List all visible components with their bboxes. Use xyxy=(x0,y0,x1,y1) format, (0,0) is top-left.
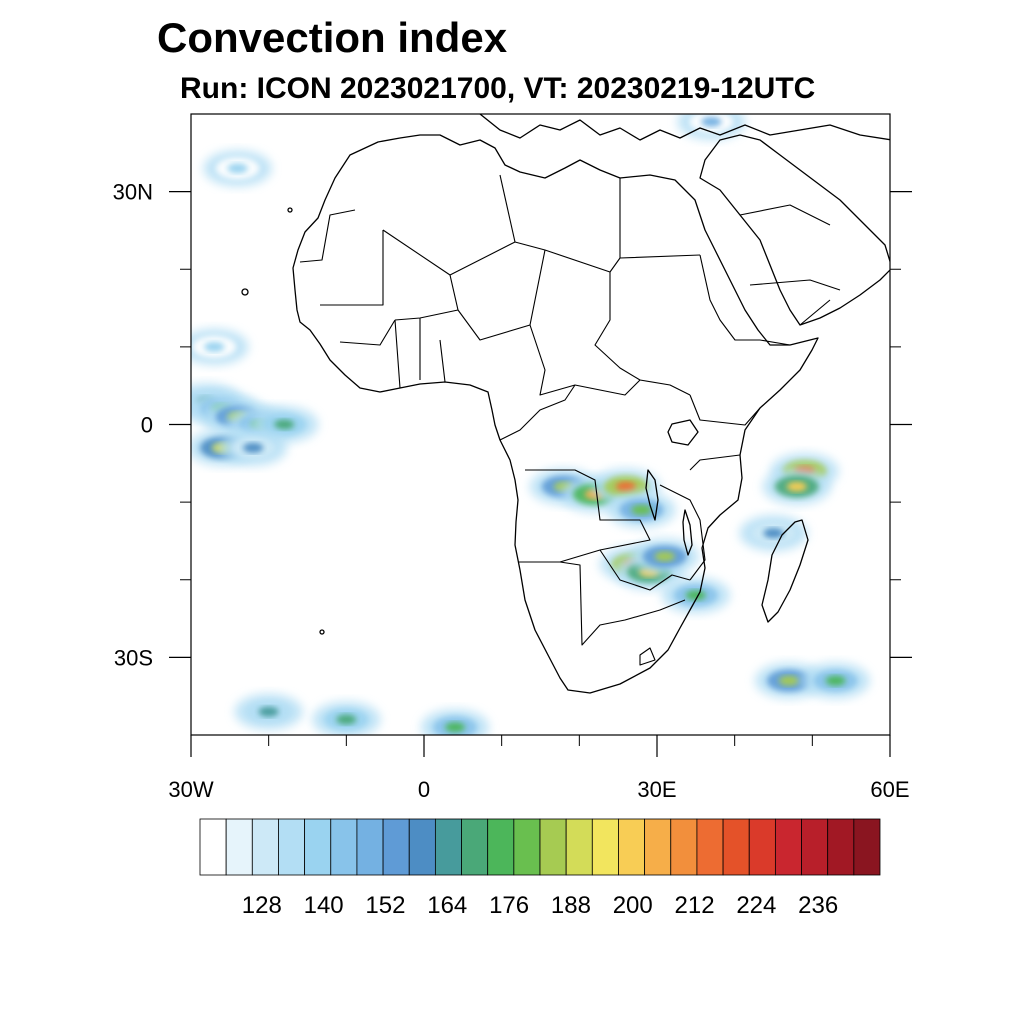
convection-core-15 xyxy=(685,590,706,601)
lake-victoria xyxy=(667,419,699,446)
colorbar-swatch-16 xyxy=(618,818,646,876)
colorbar-label-3: 164 xyxy=(427,892,467,919)
colorbar-swatch-14 xyxy=(565,818,593,876)
map-area xyxy=(191,114,890,735)
x-tick-label-0: 30W xyxy=(168,777,213,802)
convection-core-25 xyxy=(227,163,248,174)
colorbar-swatch-7 xyxy=(382,818,410,876)
colorbar-swatch-21 xyxy=(748,818,776,876)
lake-tanganyika xyxy=(645,469,659,521)
convection-core-4 xyxy=(274,419,295,430)
x-tick-label-3: 60E xyxy=(870,777,909,802)
x-tick-label-2: 30E xyxy=(637,777,676,802)
convection-core-14 xyxy=(654,551,675,562)
coastline-arabia xyxy=(699,134,890,326)
colorbar-swatch-10 xyxy=(461,818,489,876)
colorbar-swatch-20 xyxy=(722,818,750,876)
colorbar-label-8: 224 xyxy=(736,892,776,919)
coastline-africa xyxy=(292,134,819,694)
colorbar-swatch-6 xyxy=(356,818,384,876)
colorbar-swatch-11 xyxy=(487,818,515,876)
axis-ticks: 30W 0 30E 60E 30N 0 30S xyxy=(113,180,912,802)
island-capeverde xyxy=(241,288,249,296)
colorbar-label-0: 128 xyxy=(242,892,282,919)
colorbar-swatch-22 xyxy=(774,818,802,876)
colorbar-swatch-3 xyxy=(278,818,306,876)
colorbar-swatch-18 xyxy=(670,818,698,876)
convection-core-19 xyxy=(779,675,800,686)
convection-core-11 xyxy=(631,504,652,515)
colorbar-swatch-9 xyxy=(434,818,462,876)
colorbar-swatch-5 xyxy=(330,818,358,876)
chart-title: Convection index xyxy=(157,14,508,61)
convection-core-20 xyxy=(825,675,846,686)
colorbar-swatch-24 xyxy=(827,818,855,876)
colorbar-swatch-25 xyxy=(853,818,881,876)
colorbar-swatch-17 xyxy=(644,818,672,876)
convection-core-24 xyxy=(701,116,722,127)
colorbar-label-1: 140 xyxy=(304,892,344,919)
colorbar-swatch-1 xyxy=(225,818,253,876)
colorbar-label-5: 188 xyxy=(551,892,591,919)
colorbar-swatch-2 xyxy=(251,818,279,876)
chart-subtitle: Run: ICON 2023021700, VT: 20230219-12UTC xyxy=(180,72,816,105)
colorbar-swatch-23 xyxy=(801,818,829,876)
convection-core-21 xyxy=(258,706,279,717)
convection-core-6 xyxy=(243,442,264,453)
convection-core-7 xyxy=(204,341,225,352)
y-tick-label-1: 0 xyxy=(141,413,153,438)
convection-core-18 xyxy=(763,528,784,539)
lake-malawi xyxy=(682,509,693,556)
coastline-madagascar xyxy=(761,519,809,623)
convection-core-10 xyxy=(615,481,636,492)
colorbar-swatch-8 xyxy=(408,818,436,876)
colorbar-swatch-12 xyxy=(513,818,541,876)
coastline-europe xyxy=(479,114,890,141)
y-tick-label-2: 30S xyxy=(114,645,153,670)
convection-core-22 xyxy=(336,714,357,725)
colorbar-swatch-15 xyxy=(591,818,619,876)
colorbar-label-2: 152 xyxy=(365,892,405,919)
colorbar-swatch-19 xyxy=(696,818,724,876)
colorbar-label-7: 212 xyxy=(675,892,715,919)
convection-core-23 xyxy=(445,722,466,733)
colorbar-swatch-13 xyxy=(539,818,567,876)
colorbar-label-9: 236 xyxy=(798,892,838,919)
country-borders xyxy=(299,174,841,666)
colorbar-label-4: 176 xyxy=(489,892,529,919)
colorbar-swatch-0 xyxy=(199,818,227,876)
island-canary xyxy=(287,207,293,213)
convection-field xyxy=(191,114,870,735)
colorbar: 128 140 152 164 176 188 200 212 224 236 xyxy=(199,818,881,919)
colorbar-label-6: 200 xyxy=(613,892,653,919)
island-stHelena xyxy=(319,629,325,635)
y-tick-label-0: 30N xyxy=(113,180,153,205)
x-tick-label-1: 0 xyxy=(418,777,430,802)
convection-core-17 xyxy=(786,481,807,492)
colorbar-swatch-4 xyxy=(304,818,332,876)
